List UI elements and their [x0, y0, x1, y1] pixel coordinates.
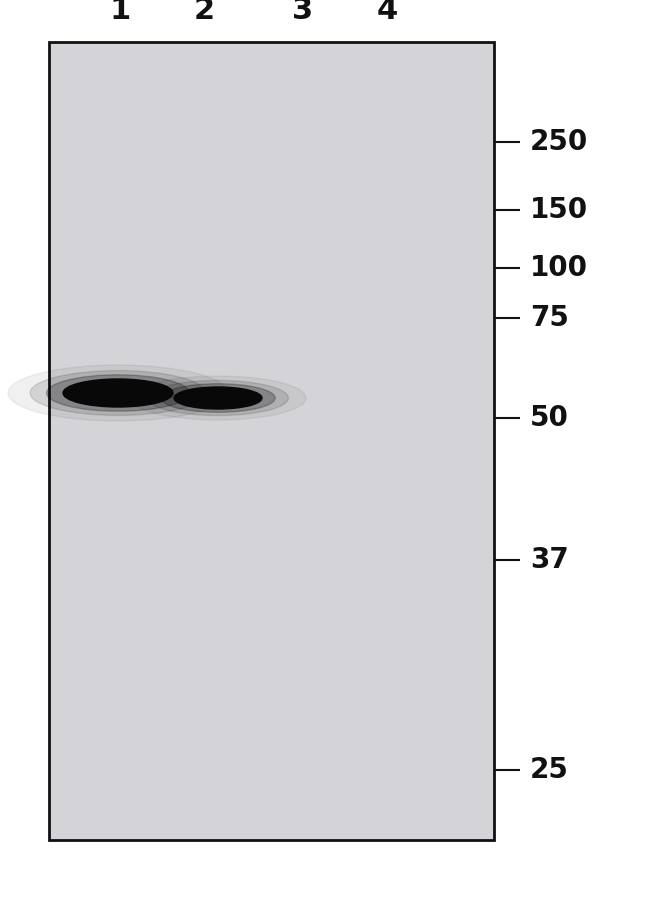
Bar [49, 42, 494, 840]
Text: 250: 250 [530, 128, 588, 156]
Text: 150: 150 [530, 196, 588, 224]
Ellipse shape [161, 384, 275, 413]
Text: 4: 4 [376, 0, 398, 25]
Text: 3: 3 [292, 0, 313, 25]
Ellipse shape [30, 371, 206, 415]
Text: 37: 37 [530, 546, 569, 574]
Ellipse shape [130, 376, 306, 420]
Text: 100: 100 [530, 254, 588, 282]
Ellipse shape [47, 375, 190, 412]
Ellipse shape [148, 380, 289, 415]
Text: 25: 25 [530, 756, 569, 784]
Ellipse shape [174, 387, 262, 409]
Text: 50: 50 [530, 404, 569, 432]
Text: 75: 75 [530, 304, 569, 332]
Text: 1: 1 [109, 0, 131, 25]
Ellipse shape [63, 379, 173, 407]
Text: 2: 2 [194, 0, 215, 25]
Ellipse shape [8, 365, 228, 421]
